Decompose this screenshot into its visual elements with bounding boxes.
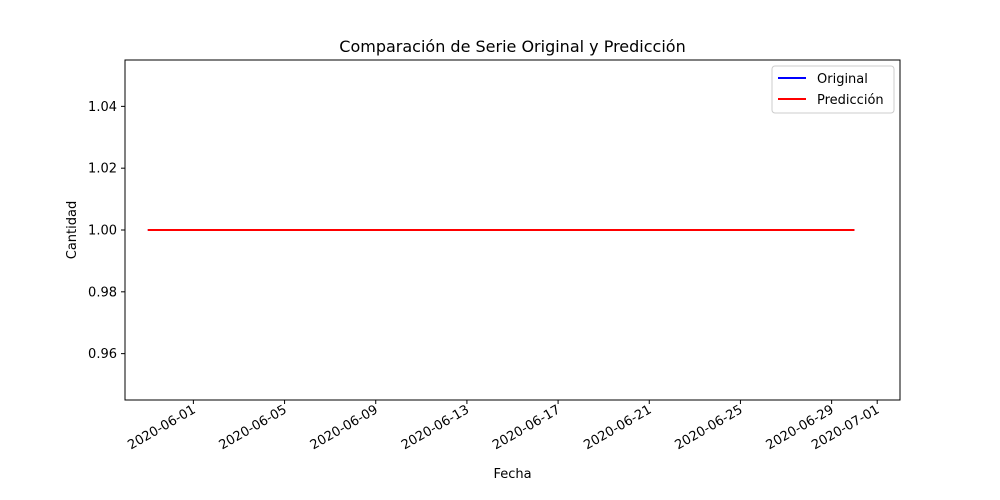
- y-tick-label: 1.02: [88, 162, 117, 177]
- legend-label-prediccion: Predicción: [817, 93, 884, 108]
- y-tick-label: 1.04: [88, 100, 117, 115]
- x-tick-label: 2020-06-17: [490, 402, 563, 453]
- x-tick-label: 2020-06-13: [399, 402, 472, 453]
- y-tick-label: 0.96: [88, 347, 117, 362]
- legend-label-original: Original: [817, 72, 868, 87]
- x-tick-label: 2020-06-25: [673, 402, 746, 453]
- x-tick-label: 2020-06-09: [308, 402, 381, 453]
- legend: Original Predicción: [771, 65, 895, 114]
- y-tick-label: 0.98: [88, 285, 117, 300]
- y-axis-label: Cantidad: [65, 201, 80, 259]
- y-tick-label: 1.00: [88, 224, 117, 239]
- y-axis: 0.96 0.98 1.00 1.02 1.04: [88, 100, 125, 362]
- x-axis-label: Fecha: [493, 467, 531, 482]
- x-tick-label: 2020-06-01: [125, 402, 198, 453]
- chart-title: Comparación de Serie Original y Predicci…: [339, 37, 685, 56]
- x-axis: 2020-06-01 2020-06-05 2020-06-09 2020-06-13…: [125, 400, 882, 453]
- x-tick-label: 2020-06-21: [581, 402, 654, 453]
- x-tick-label: 2020-06-05: [217, 402, 290, 453]
